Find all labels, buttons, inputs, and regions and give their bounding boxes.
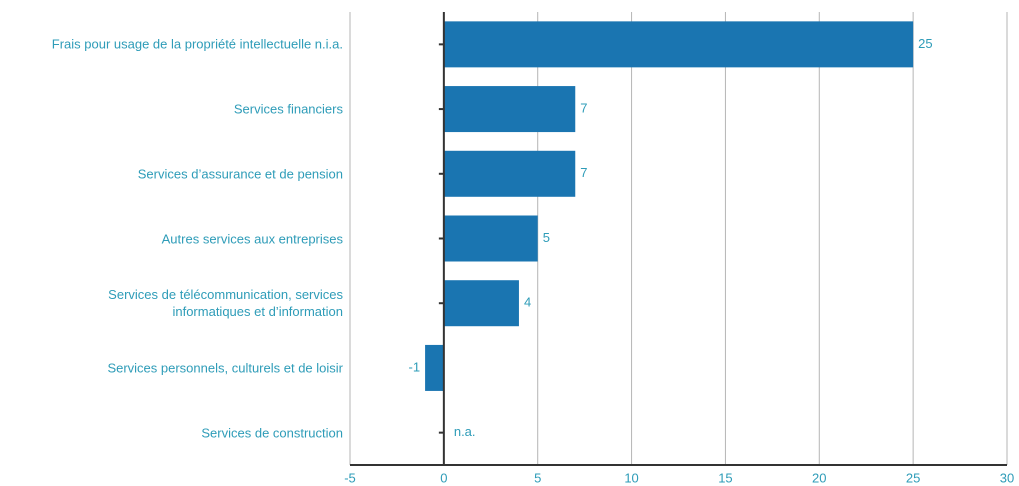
x-tick-label: 30: [1000, 470, 1014, 485]
value-label: 25: [918, 36, 932, 51]
category-label: Autres services aux entreprises: [161, 231, 343, 246]
value-label: 7: [580, 165, 587, 180]
x-tick-label: 15: [718, 470, 732, 485]
value-label: 5: [543, 230, 550, 245]
value-label: 7: [580, 101, 587, 116]
category-label: Frais pour usage de la propriété intelle…: [51, 36, 343, 52]
value-label: n.a.: [454, 424, 476, 439]
category-label: Services de télécommunication, services …: [108, 287, 343, 320]
bar: [443, 150, 576, 197]
x-tick-label: 5: [534, 470, 541, 485]
x-tick-label: 10: [624, 470, 638, 485]
bar: [425, 344, 444, 391]
bar: [443, 280, 519, 327]
value-label: -1: [409, 359, 421, 374]
bar: [443, 215, 538, 262]
category-label: Services personnels, culturels et de loi…: [107, 360, 343, 376]
bar: [443, 86, 576, 133]
x-tick-label: 20: [812, 470, 826, 485]
x-tick-label: -5: [344, 470, 356, 485]
category-label: Services d’assurance et de pension: [137, 166, 343, 182]
category-label: Services financiers: [233, 101, 343, 117]
value-label: 4: [524, 295, 531, 310]
x-tick-label: 0: [440, 470, 447, 485]
category-label: Services de construction: [201, 425, 343, 441]
x-tick-label: 25: [906, 470, 920, 485]
bar: [443, 21, 914, 68]
